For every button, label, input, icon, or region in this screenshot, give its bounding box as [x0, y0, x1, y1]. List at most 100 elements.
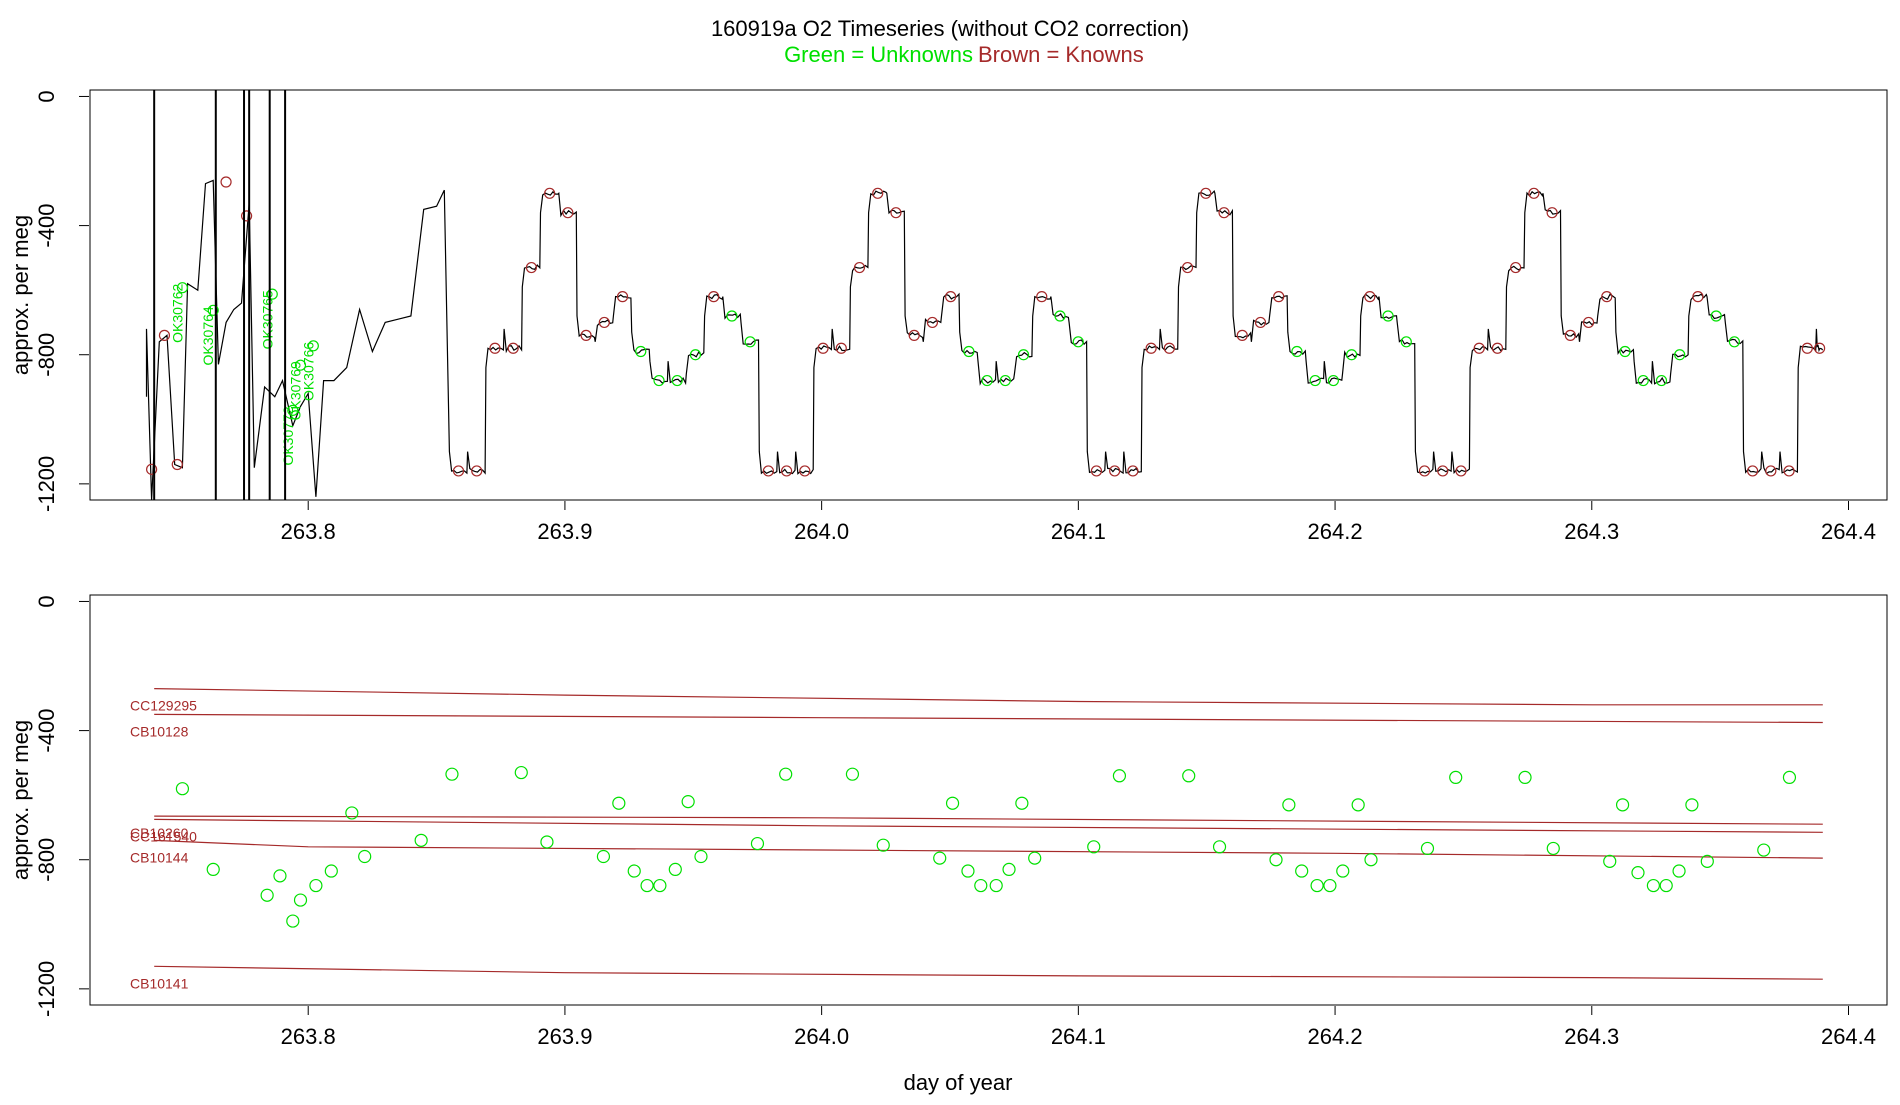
bottom-y-tick-label: -800	[34, 838, 59, 882]
unknown-sample-marker	[1054, 310, 1066, 322]
unknown-point	[989, 878, 1003, 893]
unknown-point	[1700, 854, 1714, 868]
bottom-panel: 263.8 263.9 264.0 264.1 264.2 264.3 264.4 0 -400…	[8, 594, 1888, 1095]
unknown-point	[596, 849, 611, 864]
reference-line-cc161540	[154, 818, 1823, 833]
unknown-point	[945, 796, 960, 810]
known-sample-marker	[1491, 342, 1504, 354]
top-x-tick-label: 264.4	[1821, 519, 1876, 544]
reference-line-cb10128	[154, 713, 1823, 724]
known-sample-marker	[1546, 207, 1558, 219]
known-sample-marker	[835, 342, 847, 354]
known-sample-marker	[544, 187, 556, 199]
bottom-x-tick-label: 264.4	[1821, 1024, 1876, 1049]
bottom-y-tick-label: -1200	[34, 961, 59, 1017]
unknown-point	[640, 878, 654, 893]
unknown-point	[540, 835, 554, 849]
bottom-x-tick-label: 264.3	[1564, 1024, 1619, 1049]
known-sample-marker	[1692, 291, 1704, 303]
known-sample-marker	[171, 458, 183, 471]
known-sample-marker	[908, 329, 920, 341]
known-sample-marker	[1254, 316, 1267, 329]
unknown-point	[445, 767, 459, 781]
known-sample-marker	[945, 291, 957, 303]
unknown-sample-marker	[671, 374, 683, 387]
unknown-point	[1546, 841, 1560, 856]
unknown-point	[1364, 853, 1378, 867]
unknown-sample-marker	[1382, 310, 1394, 322]
bottom-plot-frame	[89, 594, 1888, 1006]
unknown-point	[286, 914, 300, 928]
top-y-tick-label: -800	[34, 333, 59, 377]
unknown-point	[1646, 878, 1660, 893]
known-sample-marker	[1582, 316, 1595, 329]
reference-line-cb10141	[154, 965, 1823, 980]
reference-line-label: CC161540	[130, 828, 197, 844]
top-y-tick-label: -400	[34, 204, 59, 248]
unknown-sample-label: OK30764	[200, 306, 216, 365]
unknown-point	[1518, 770, 1532, 785]
bottom-x-tick-label: 264.0	[794, 1024, 849, 1049]
unknown-sample-marker	[963, 345, 975, 358]
unknown-point	[1323, 878, 1337, 893]
top-x-tick-label: 264.2	[1308, 519, 1363, 544]
known-sample-marker	[890, 207, 902, 219]
known-sample-marker	[1510, 261, 1522, 274]
unknown-sample-label: OK30762	[169, 284, 185, 343]
known-sample-marker	[1455, 465, 1467, 477]
unknown-sample-marker	[1728, 336, 1740, 348]
known-sample-marker	[471, 465, 483, 477]
unknown-point	[1449, 770, 1463, 785]
legend-unknowns: Green = Unknowns	[784, 42, 973, 67]
known-sample-marker	[146, 463, 158, 475]
unknown-sample-label: OK30765	[259, 290, 275, 349]
unknown-point	[273, 869, 287, 883]
known-sample-marker	[452, 465, 465, 477]
known-sample-marker	[926, 316, 939, 329]
unknown-sample-marker	[1400, 336, 1412, 348]
known-sample-marker	[220, 176, 232, 188]
unknown-sample-label: OK30772	[280, 406, 296, 465]
known-sample-marker	[872, 187, 884, 199]
reference-line-cb10144	[154, 839, 1823, 859]
known-sample-marker	[1801, 342, 1813, 354]
known-sample-marker	[799, 465, 811, 477]
reference-line-label: CC129295	[130, 698, 197, 714]
known-sample-marker	[1601, 291, 1613, 303]
unknown-sample-marker	[294, 359, 307, 371]
unknown-point	[612, 796, 626, 810]
unknown-sample-marker	[266, 288, 278, 300]
known-sample-marker	[1236, 329, 1248, 341]
unknown-point	[1015, 796, 1029, 810]
unknown-point	[309, 878, 323, 893]
bottom-y-axis-label: approx. per meg	[8, 720, 33, 880]
known-sample-marker	[1273, 291, 1285, 303]
known-sample-marker	[1036, 291, 1048, 303]
known-sample-marker	[240, 210, 253, 222]
known-sample-marker	[158, 329, 171, 341]
known-sample-marker	[1528, 187, 1540, 199]
chart-title: 160919a O2 Timeseries (without CO2 corre…	[711, 16, 1189, 41]
unknown-sample-marker	[726, 310, 738, 322]
unknown-point	[293, 893, 308, 907]
unknown-sample-marker	[1309, 374, 1321, 387]
unknown-point	[260, 888, 274, 902]
known-sample-marker	[1181, 261, 1194, 274]
known-sample-marker	[1814, 342, 1826, 354]
unknown-point	[1782, 770, 1797, 785]
unknown-point	[1028, 851, 1042, 865]
unknown-point	[974, 878, 988, 893]
known-sample-marker	[562, 207, 574, 219]
top-panel: 263.8 263.9 264.0 264.1 264.2 264.3 264.4 0 -400…	[8, 89, 1888, 544]
unknown-point	[1659, 878, 1673, 893]
unknown-point	[1672, 864, 1686, 878]
bottom-y-tick-label: -400	[34, 709, 59, 753]
known-sample-marker	[762, 465, 774, 477]
known-sample-marker	[598, 316, 610, 329]
bottom-x-tick-label: 263.9	[537, 1024, 592, 1049]
top-x-tick-label: 263.9	[537, 519, 592, 544]
unknown-sample-marker	[1655, 374, 1668, 387]
unknown-sample-marker	[744, 336, 756, 348]
